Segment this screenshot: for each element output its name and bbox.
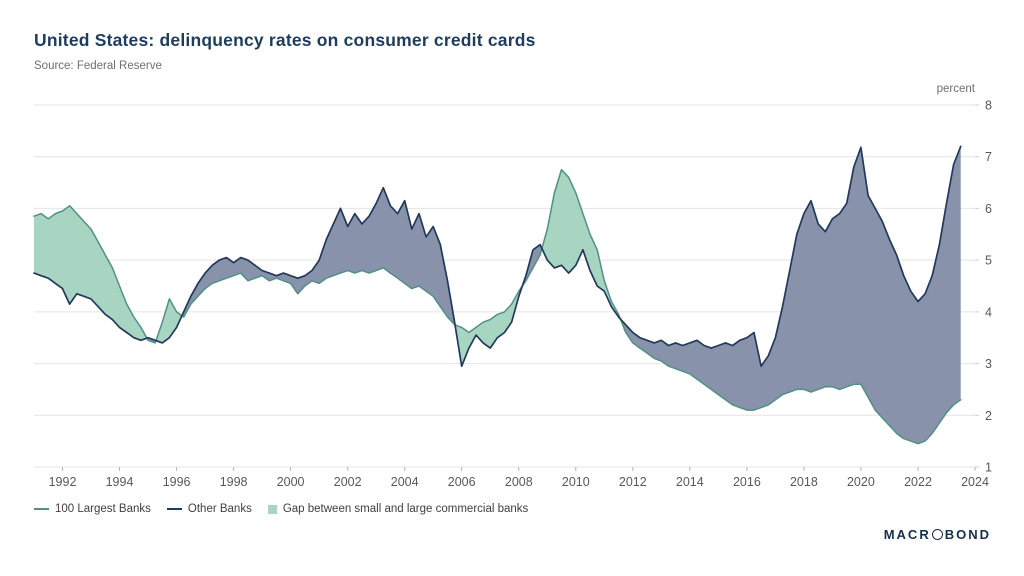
y-tick-label: 8 bbox=[985, 99, 992, 113]
legend-item-gap: Gap between small and large commercial b… bbox=[267, 503, 529, 515]
gap-area-large-banks-above bbox=[156, 298, 182, 343]
logo-text-right: BOND bbox=[944, 527, 991, 542]
chart-source: Source: Federal Reserve bbox=[34, 60, 162, 72]
x-tick-label: 2004 bbox=[391, 475, 419, 489]
gap-area-large-banks-above bbox=[455, 286, 523, 367]
x-tick-label: 2008 bbox=[505, 475, 533, 489]
legend-area-swatch-icon bbox=[267, 504, 277, 514]
x-tick-label: 2016 bbox=[733, 475, 761, 489]
y-tick-label: 6 bbox=[985, 202, 992, 216]
gap-area-small-banks-above bbox=[522, 244, 542, 286]
x-tick-label: 2024 bbox=[961, 475, 989, 489]
legend-label: Gap between small and large commercial b… bbox=[282, 503, 529, 515]
gap-area-small-banks-above bbox=[620, 146, 961, 444]
gap-area-large-banks-above bbox=[34, 205, 147, 341]
gridlines bbox=[34, 104, 975, 468]
x-tick-label: 2012 bbox=[619, 475, 647, 489]
series-line-100-largest-banks bbox=[33, 168, 962, 445]
series-line-other-banks bbox=[33, 145, 962, 368]
x-tick-label: 2002 bbox=[334, 475, 362, 489]
x-tick-label: 2006 bbox=[448, 475, 476, 489]
x-tick-label: 1998 bbox=[220, 475, 248, 489]
logo-text-left: MACR bbox=[883, 527, 931, 542]
gap-areas bbox=[34, 146, 961, 444]
y-tick-label: 4 bbox=[985, 305, 992, 319]
x-tick-label: 2014 bbox=[676, 475, 704, 489]
logo-o-icon bbox=[931, 529, 943, 540]
legend-line-swatch-icon bbox=[34, 508, 49, 510]
legend-line-swatch-icon bbox=[166, 508, 182, 510]
x-tick-label: 2018 bbox=[790, 475, 818, 489]
y-tick-label: 2 bbox=[985, 409, 992, 423]
legend-label: 100 Largest Banks bbox=[55, 503, 151, 515]
y-tick-label: 3 bbox=[985, 357, 992, 371]
y-tick-label: 5 bbox=[985, 254, 992, 268]
series-lines bbox=[33, 145, 962, 445]
gap-area-small-banks-above bbox=[181, 187, 455, 325]
x-tick-label: 2022 bbox=[904, 475, 932, 489]
y-tick-label: 1 bbox=[985, 461, 992, 475]
x-tick-label: 2010 bbox=[562, 475, 590, 489]
y-axis-unit-label: percent bbox=[936, 83, 975, 95]
legend-item-100-largest-banks: 100 Largest Banks bbox=[34, 503, 151, 515]
y-axis: 1 2 3 4 5 6 7 8 bbox=[975, 99, 992, 475]
y-tick-label: 7 bbox=[985, 150, 992, 164]
x-tick-label: 2020 bbox=[847, 475, 875, 489]
page-title: United States: delinquency rates on cons… bbox=[34, 30, 536, 50]
x-axis: 1992 1994 1996 1998 2000 2002 2004 2006 2008 2010… bbox=[49, 467, 989, 489]
x-tick-label: 2000 bbox=[277, 475, 305, 489]
x-tick-label: 1992 bbox=[49, 475, 77, 489]
x-tick-label: 1994 bbox=[106, 475, 134, 489]
macrobond-logo: MACR BOND bbox=[884, 527, 991, 542]
legend: 100 Largest Banks Other Banks Gap betwee… bbox=[34, 503, 528, 515]
legend-item-other-banks: Other Banks bbox=[166, 503, 252, 515]
legend-label: Other Banks bbox=[187, 503, 252, 515]
x-tick-label: 1996 bbox=[163, 475, 191, 489]
gap-area-large-banks-above bbox=[541, 169, 621, 319]
